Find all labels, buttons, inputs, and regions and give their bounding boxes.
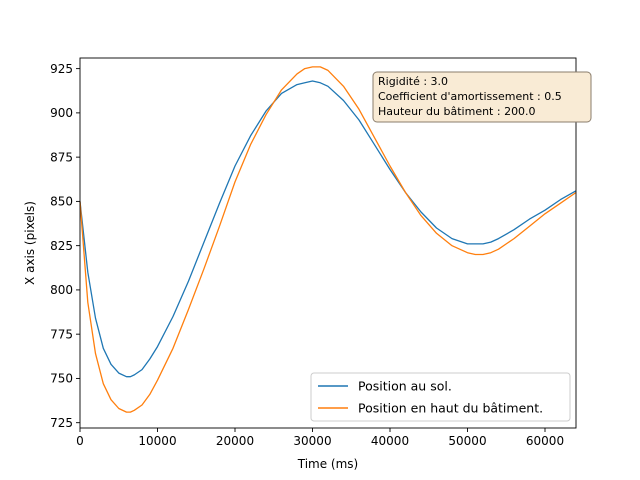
annotation-box bbox=[372, 71, 592, 123]
y-tick-label: 750 bbox=[50, 372, 73, 386]
series-layer bbox=[79, 66, 577, 413]
annotation-line: Rigidité : 3.0 bbox=[378, 75, 448, 88]
y-tick-label: 725 bbox=[50, 416, 73, 430]
annotation-line: Hauteur du bâtiment : 200.0 bbox=[378, 105, 536, 118]
x-tick-label: 10000 bbox=[138, 434, 176, 448]
series-line-2 bbox=[79, 66, 577, 413]
annotation-line: Coefficient d'amortissement : 0.5 bbox=[378, 90, 562, 103]
parameters-annotation: Rigidité : 3.0 Coefficient d'amortissemen… bbox=[372, 71, 592, 123]
legend-box bbox=[310, 372, 571, 422]
x-tick-label: 50000 bbox=[448, 434, 486, 448]
axes: 0 10000 20000 30000 40000 50000 60000 725 750 775… bbox=[50, 57, 577, 448]
legend-label-1: Position au sol. bbox=[358, 379, 452, 394]
x-tick-label: 60000 bbox=[526, 434, 564, 448]
series-line-1 bbox=[79, 80, 577, 378]
axes-frame bbox=[79, 57, 577, 429]
y-tick-label: 900 bbox=[50, 106, 73, 120]
y-tick-label: 775 bbox=[50, 327, 73, 341]
x-tick-label: 40000 bbox=[371, 434, 409, 448]
y-tick-label: 825 bbox=[50, 239, 73, 253]
y-tick-label: 925 bbox=[50, 62, 73, 76]
legend: Position au sol. Position en haut du bâti… bbox=[310, 372, 571, 422]
x-tick-label: 20000 bbox=[216, 434, 254, 448]
x-tick-label: 30000 bbox=[293, 434, 331, 448]
x-axis-label: Time (ms) bbox=[297, 457, 359, 471]
y-tick-label: 800 bbox=[50, 283, 73, 297]
legend-label-2: Position en haut du bâtiment. bbox=[358, 401, 543, 416]
y-tick-label: 850 bbox=[50, 195, 73, 209]
y-tick-label: 875 bbox=[50, 150, 73, 164]
x-tick-label: 0 bbox=[76, 434, 84, 448]
y-axis-label: X axis (pixels) bbox=[23, 201, 37, 285]
